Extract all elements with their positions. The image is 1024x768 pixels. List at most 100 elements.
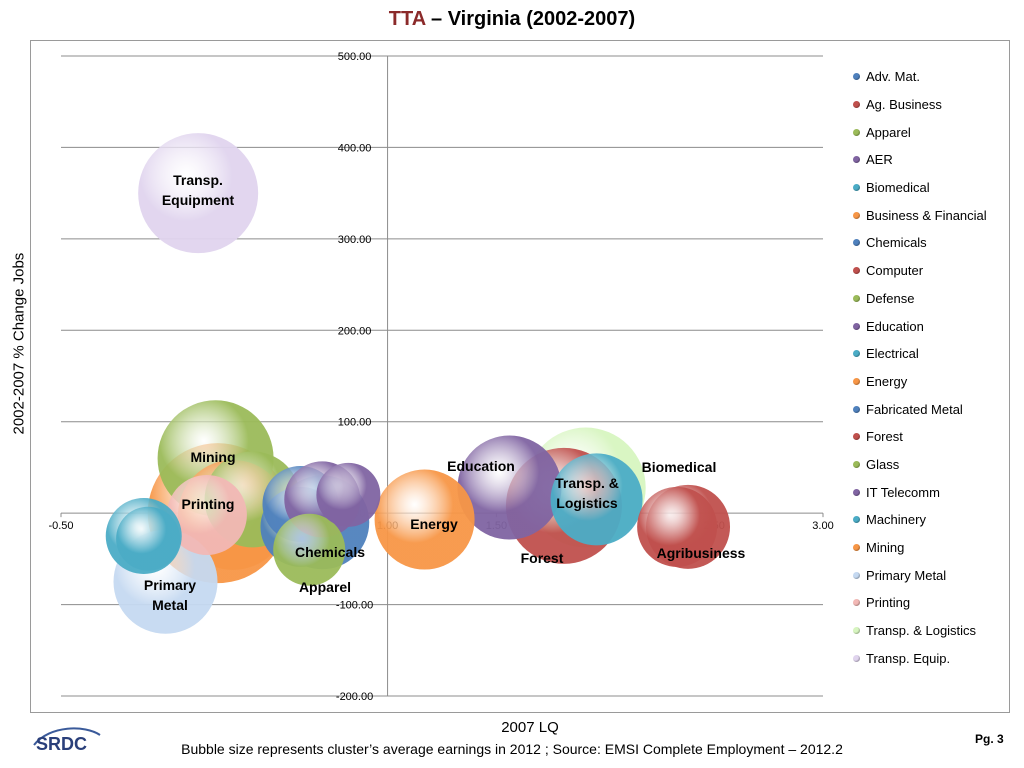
legend-label: Electrical xyxy=(866,346,919,362)
bubble-machinery xyxy=(116,506,181,571)
bubble-label: Equipment xyxy=(162,192,235,208)
bubble-label: Mining xyxy=(190,449,235,465)
legend-item: Machinery xyxy=(853,506,987,534)
legend-item: Ag. Business xyxy=(853,91,987,119)
legend-marker xyxy=(853,211,860,219)
legend-marker xyxy=(853,267,860,275)
legend-item: Transp. & Logistics xyxy=(853,617,987,645)
bubble-label: Chemicals xyxy=(295,544,365,560)
legend-item: Fabricated Metal xyxy=(853,395,987,423)
legend-marker xyxy=(853,128,860,136)
chart-frame: Adv. Mat. Ag. Business Apparel AER Biomedica… xyxy=(30,40,1010,713)
legend-label: Transp. Equip. xyxy=(866,650,951,666)
bubble-labels: Agribusiness Apparel Biomedical Chemicals Ed… xyxy=(144,172,746,613)
legend-marker xyxy=(853,377,860,385)
legend-marker xyxy=(853,350,860,358)
legend-label: Glass xyxy=(866,456,900,472)
legend-label: Mining xyxy=(866,540,905,556)
legend-marker xyxy=(853,571,860,579)
legend-label: Ag. Business xyxy=(866,97,942,113)
legend-marker xyxy=(853,73,860,81)
bubble-label: Transp. & xyxy=(555,475,619,491)
legend-item: Energy xyxy=(853,368,987,396)
legend-marker xyxy=(853,599,860,607)
bubble-label: Printing xyxy=(182,496,235,512)
y-tick-label: 300.00 xyxy=(338,234,372,246)
legend-item: Printing xyxy=(853,589,987,617)
legend-item: Defense xyxy=(853,285,987,313)
legend-item: AER xyxy=(853,146,987,174)
bubble-label: Forest xyxy=(521,550,564,566)
legend-label: Forest xyxy=(866,429,903,445)
legend-label: Apparel xyxy=(866,124,911,140)
legend-label: Machinery xyxy=(866,512,926,528)
legend-item: Forest xyxy=(853,423,987,451)
chart-title: TTA – Virginia (2002-2007) xyxy=(0,8,1024,31)
legend-marker xyxy=(853,627,860,635)
legend-marker xyxy=(853,433,860,441)
legend-label: Primary Metal xyxy=(866,567,947,583)
legend-label: Adv. Mat. xyxy=(866,69,920,85)
x-axis-label: 2007 LQ xyxy=(501,719,559,736)
logo-swoosh xyxy=(33,727,101,746)
legend-marker xyxy=(853,156,860,164)
legend-marker xyxy=(853,184,860,192)
legend-marker xyxy=(853,544,860,552)
bubble-label: Primary xyxy=(144,577,196,593)
legend: Adv. Mat. Ag. Business Apparel AER Biomedica… xyxy=(853,63,987,672)
bubble-printing xyxy=(166,474,247,555)
y-axis-label: 2002-2007 % Change Jobs xyxy=(10,252,28,435)
y-tick-label: -200.00 xyxy=(336,691,373,703)
legend-item: IT Telecomm xyxy=(853,478,987,506)
legend-label: Defense xyxy=(866,290,915,306)
y-tick-label: 400.00 xyxy=(338,142,372,154)
bubble-label: Agribusiness xyxy=(657,545,746,561)
legend-marker xyxy=(853,239,860,247)
bubble-apparel xyxy=(273,513,346,586)
bubble-transp-equip- xyxy=(138,133,259,254)
bubble-ag-business xyxy=(637,486,718,567)
y-tick-label: 500.00 xyxy=(338,51,372,63)
legend-label: Computer xyxy=(866,263,924,279)
bubbles xyxy=(105,133,731,634)
srdc-logo: SRDC xyxy=(33,727,101,754)
legend-label: Chemicals xyxy=(866,235,927,251)
legend-item: Education xyxy=(853,312,987,340)
bubble-label: Energy xyxy=(410,516,458,532)
legend-item: Glass xyxy=(853,451,987,479)
x-tick-label: 3.00 xyxy=(812,520,833,532)
y-tick-label: 100.00 xyxy=(338,417,372,429)
bubble-label: Metal xyxy=(152,597,188,613)
page-number: Pg. 3 xyxy=(975,732,1004,746)
bubble-aer xyxy=(316,462,381,527)
bubble-energy xyxy=(374,469,475,570)
legend-label: Transp. & Logistics xyxy=(866,623,977,639)
legend-label: Fabricated Metal xyxy=(866,401,963,417)
legend-item: Primary Metal xyxy=(853,561,987,589)
bubble-label: Biomedical xyxy=(642,459,717,475)
legend-item: Business & Financial xyxy=(853,201,987,229)
legend-item: Chemicals xyxy=(853,229,987,257)
legend-label: Biomedical xyxy=(866,180,930,196)
bubble-label: Education xyxy=(447,458,515,474)
legend-marker xyxy=(853,488,860,496)
legend-marker xyxy=(853,460,860,468)
logo-text: SRDC xyxy=(36,734,87,754)
legend-item: Adv. Mat. xyxy=(853,63,987,91)
bubble-label: Apparel xyxy=(299,579,351,595)
legend-label: Printing xyxy=(866,595,911,611)
legend-label: IT Telecomm xyxy=(866,484,940,500)
legend-item: Transp. Equip. xyxy=(853,644,987,672)
legend-item: Computer xyxy=(853,257,987,285)
legend-marker xyxy=(853,654,860,662)
legend-item: Electrical xyxy=(853,340,987,368)
legend-label: Energy xyxy=(866,373,908,389)
legend-label: Business & Financial xyxy=(866,207,987,223)
legend-marker xyxy=(853,405,860,413)
legend-marker xyxy=(853,294,860,302)
bubble-biomedical xyxy=(550,453,643,546)
legend-label: AER xyxy=(866,152,893,168)
legend-marker xyxy=(853,101,860,109)
legend-item: Biomedical xyxy=(853,174,987,202)
